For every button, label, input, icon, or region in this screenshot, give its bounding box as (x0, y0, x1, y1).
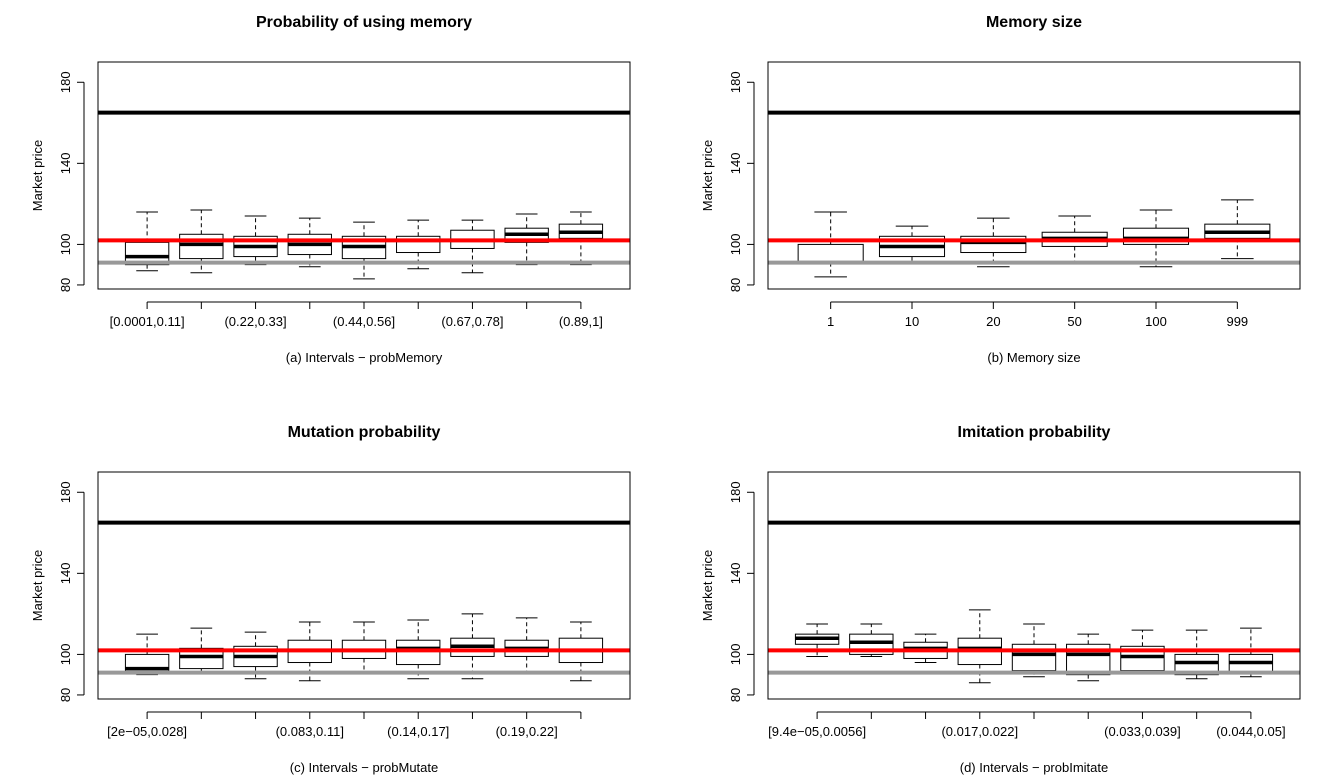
plot-frame (767, 61, 1301, 290)
box-1 (794, 623, 840, 657)
box-5 (341, 621, 387, 674)
panel-4: Imitation probability 80 100 140 180 Market p… (700, 424, 1301, 775)
box-2 (179, 209, 224, 274)
box-8 (1174, 629, 1219, 680)
x-tick-label: (0.083,0.11] (276, 724, 344, 739)
y-tick-label: 80 (58, 278, 73, 292)
x-tick-label: 100 (1145, 314, 1167, 329)
y-tick-label: 180 (58, 481, 73, 503)
x-tick-label: [2e−05,0.028] (107, 724, 187, 739)
y-tick-label: 140 (58, 562, 73, 584)
x-tick-label: (0.14,0.17] (387, 724, 449, 739)
y-tick-label: 180 (58, 71, 73, 93)
box-6 (1204, 199, 1271, 260)
y-tick-label: 140 (728, 152, 743, 174)
x-tick-label: [9.4e−05,0.0056] (768, 724, 866, 739)
y-axis-label: Market price (700, 140, 715, 212)
y-axis-label: Market price (30, 550, 45, 622)
chart-title: Imitation probability (958, 424, 1111, 441)
box-iqr (396, 639, 441, 666)
box-iqr (1011, 643, 1057, 672)
x-axis-label: (a) Intervals − probMemory (286, 350, 443, 365)
plot-frame (97, 61, 631, 290)
y-tick-label: 100 (58, 644, 73, 666)
panel-2: Memory size 80 100 140 180 Market price 1 10 20 5… (700, 14, 1301, 365)
y-tick-label: 180 (728, 481, 743, 503)
x-tick-label: 20 (986, 314, 1000, 329)
plot-frame (97, 471, 631, 700)
box-3 (903, 633, 948, 664)
box-8 (504, 617, 549, 674)
x-axis-label: (b) Memory size (987, 350, 1080, 365)
panel-3: Mutation probability 80 100 140 180 Market pr… (30, 424, 631, 775)
plot-frame (767, 471, 1301, 700)
box-3 (960, 217, 1027, 268)
y-tick-label: 80 (728, 688, 743, 702)
x-tick-label: 50 (1067, 314, 1081, 329)
x-axis-label: (d) Intervals − probImitate (960, 760, 1108, 775)
chart-title: Probability of using memory (256, 14, 472, 31)
x-tick-label: 999 (1226, 314, 1248, 329)
box-7 (450, 219, 495, 274)
x-tick-label: (0.044,0.05] (1216, 724, 1285, 739)
box-9 (558, 211, 604, 266)
box-9 (1228, 627, 1274, 678)
chart-title: Mutation probability (288, 424, 441, 441)
box-iqr (124, 241, 170, 266)
box-6 (396, 619, 441, 680)
x-tick-label: (0.89,1] (559, 314, 603, 329)
y-tick-label: 100 (58, 234, 73, 256)
x-tick-label: (0.033,0.039] (1104, 724, 1181, 739)
x-tick-label: (0.67,0.78] (441, 314, 503, 329)
box-1 (797, 211, 864, 278)
box-iqr (1174, 653, 1219, 676)
box-2 (179, 627, 224, 674)
y-axis-label: Market price (30, 140, 45, 212)
box-1 (124, 211, 170, 272)
panel-1: Probability of using memory 80 100 140 180 Ma… (30, 14, 631, 365)
x-tick-label: (0.44,0.56] (333, 314, 395, 329)
box-iqr (179, 233, 224, 260)
y-tick-label: 100 (728, 234, 743, 256)
x-tick-label: 1 (827, 314, 834, 329)
y-tick-label: 80 (58, 688, 73, 702)
box-2 (878, 225, 946, 264)
y-tick-label: 180 (728, 71, 743, 93)
box-iqr (179, 647, 224, 670)
box-1 (124, 633, 170, 676)
y-tick-label: 100 (728, 644, 743, 666)
x-tick-label: (0.017,0.022] (941, 724, 1018, 739)
y-tick-label: 80 (728, 278, 743, 292)
box-5 (341, 221, 387, 280)
y-axis-label: Market price (700, 550, 715, 622)
box-4 (287, 217, 332, 268)
x-tick-label: (0.22,0.33] (224, 314, 286, 329)
x-tick-label: 10 (905, 314, 919, 329)
y-tick-label: 140 (58, 152, 73, 174)
x-axis-label: (c) Intervals − probMutate (290, 760, 438, 775)
box-7 (450, 613, 495, 680)
x-tick-label: (0.19,0.22] (496, 724, 558, 739)
x-tick-label: [0.0001,0.11] (110, 314, 185, 329)
box-iqr (797, 243, 864, 264)
box-5 (1122, 209, 1190, 268)
chart-title: Memory size (986, 14, 1082, 31)
y-tick-label: 140 (728, 562, 743, 584)
